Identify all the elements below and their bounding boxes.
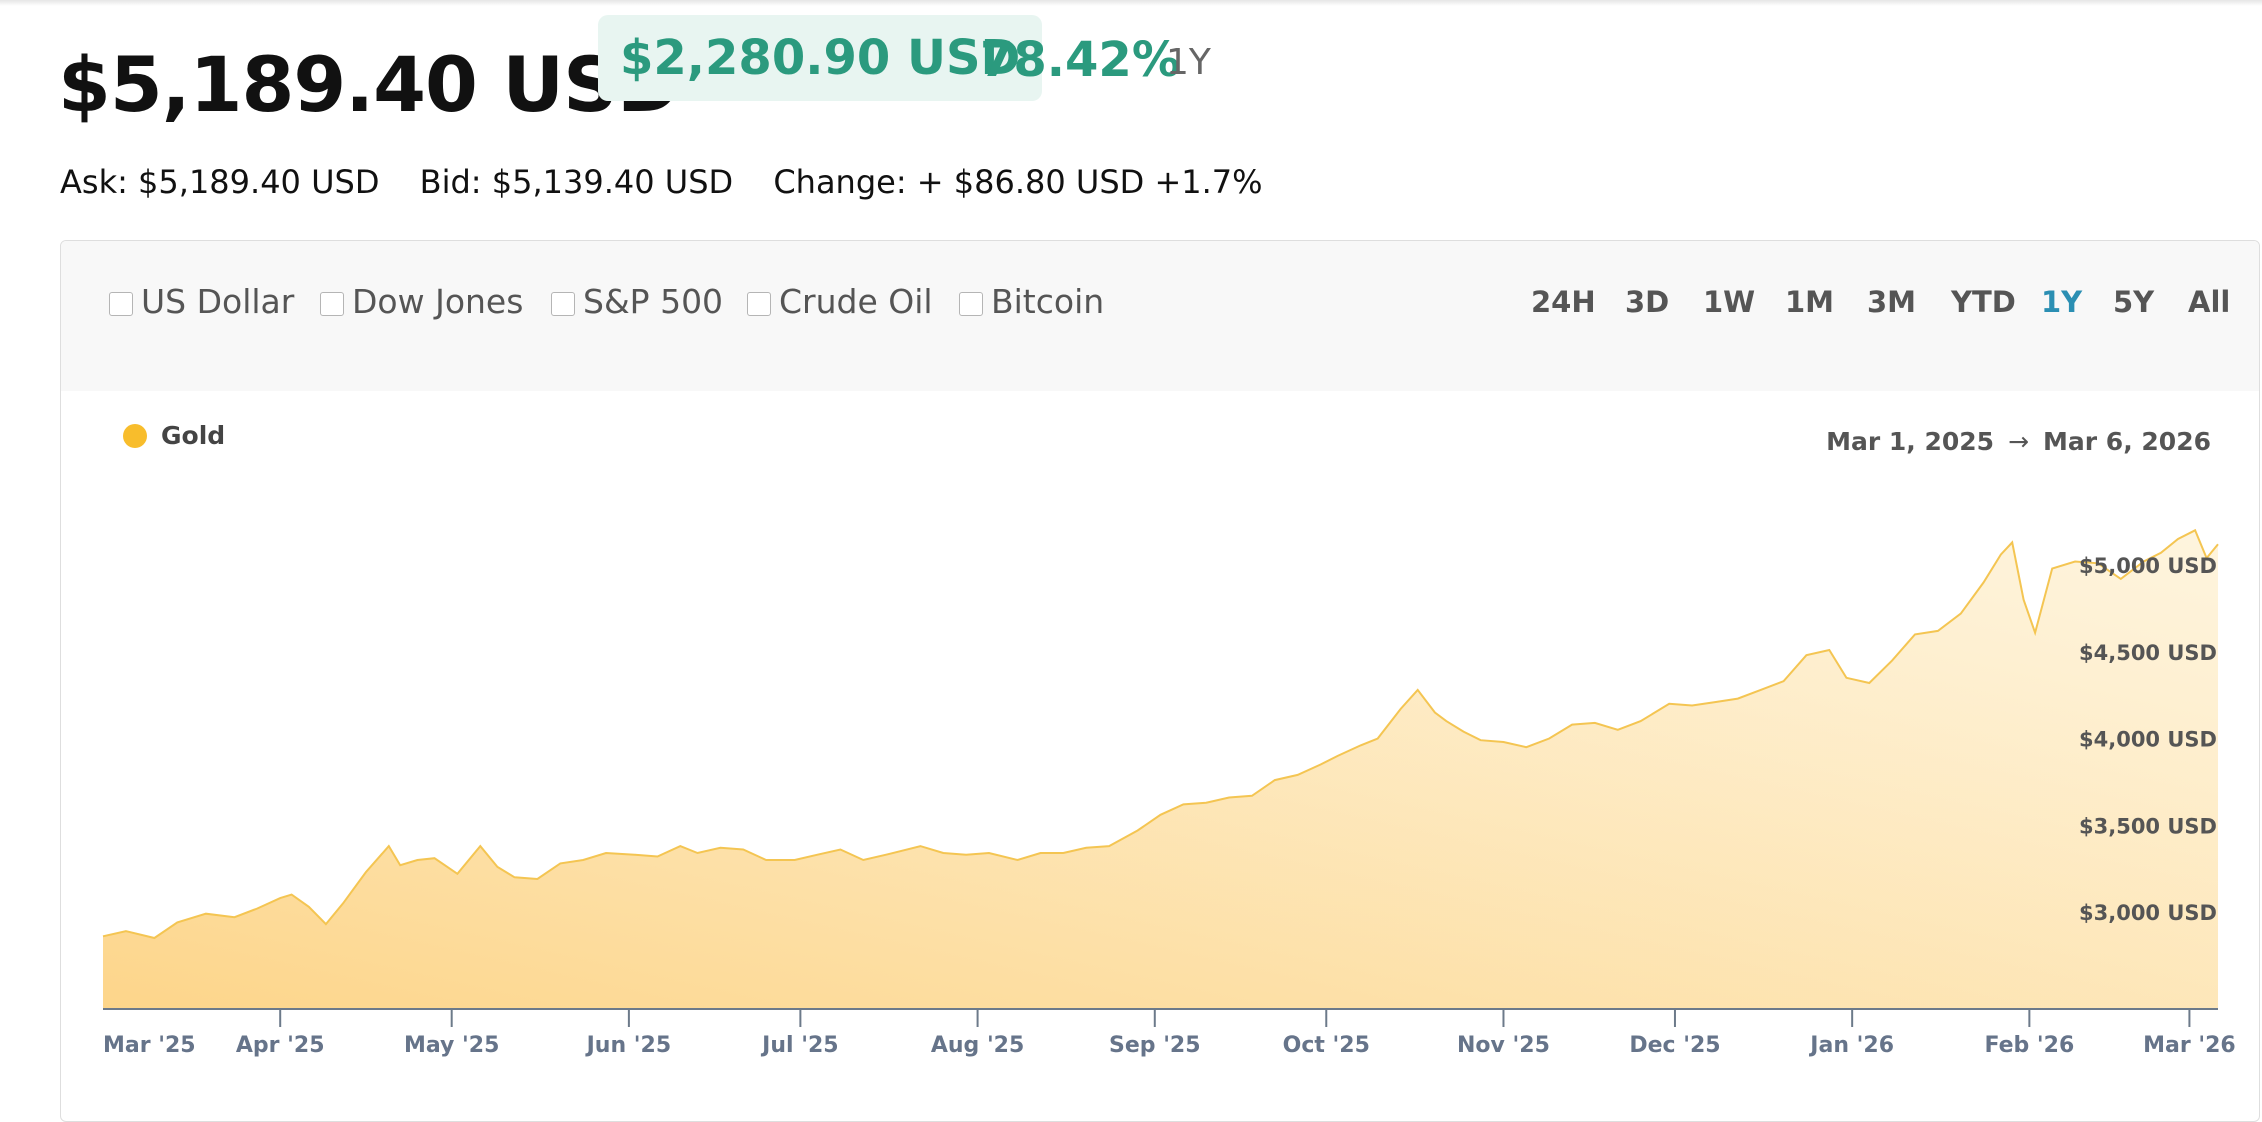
range-24h[interactable]: 24H — [1531, 285, 1596, 319]
ask-price: Ask: $5,189.40 USD — [60, 163, 380, 201]
gold-price-chart[interactable]: Mar '25 Apr '25 May '25 Jun '25 Jul '25 Aug '… — [61, 241, 2259, 1121]
compare-us-dollar[interactable]: US Dollar — [109, 281, 294, 321]
price-line — [102, 528, 2219, 940]
current-price: $5,189.40 USD — [58, 40, 680, 129]
x-tick-label: Mar '25 — [103, 1033, 196, 1058]
change-period: 1Y — [1166, 42, 1211, 83]
x-tick-label: Feb '26 — [1984, 1033, 2074, 1058]
range-3m[interactable]: 3M — [1867, 285, 1917, 319]
range-1m[interactable]: 1M — [1785, 285, 1835, 319]
range-all[interactable]: All — [2188, 285, 2231, 319]
chart-toolbar: US Dollar Dow Jones S&P 500 Crude Oil Bi… — [61, 241, 2259, 391]
x-axis-ticks: Mar '25 Apr '25 May '25 Jun '25 Jul '25 Aug '… — [103, 1009, 2236, 1058]
date-range-end: Mar 6, 2026 — [2043, 427, 2211, 456]
compare-label: Dow Jones — [352, 281, 524, 321]
x-tick-label: Mar '26 — [2143, 1033, 2236, 1058]
compare-label: S&P 500 — [583, 281, 724, 321]
compare-crude-oil[interactable]: Crude Oil — [747, 281, 933, 321]
price-area — [103, 530, 2218, 1009]
y-tick-label: $5,000 USD — [2079, 554, 2217, 578]
range-1w[interactable]: 1W — [1703, 285, 1756, 319]
top-shadow — [0, 0, 2262, 6]
range-ytd[interactable]: YTD — [1951, 285, 2016, 319]
chart-legend[interactable]: Gold — [123, 421, 225, 450]
arrow-right-icon: → — [2008, 427, 2030, 456]
x-tick-label: Oct '25 — [1283, 1033, 1370, 1058]
checkbox-icon[interactable] — [109, 292, 133, 316]
compare-label: US Dollar — [141, 281, 295, 321]
y-tick-label: $4,500 USD — [2079, 641, 2217, 665]
date-range: Mar 1, 2025 → Mar 6, 2026 — [1826, 427, 2211, 456]
x-tick-label: Jul '25 — [760, 1033, 838, 1058]
change-value: Change: + $86.80 USD +1.7% — [773, 163, 1263, 201]
change-amount-badge: $2,280.90 USD — [598, 15, 1043, 101]
checkbox-icon[interactable] — [320, 292, 344, 316]
x-tick-label: Sep '25 — [1109, 1033, 1201, 1058]
compare-sp500[interactable]: S&P 500 — [551, 281, 723, 321]
y-tick-label: $4,000 USD — [2079, 728, 2217, 752]
legend-dot-icon — [123, 423, 147, 448]
bid-price: Bid: $5,139.40 USD — [419, 163, 734, 201]
compare-bitcoin[interactable]: Bitcoin — [959, 281, 1104, 321]
compare-dow-jones[interactable]: Dow Jones — [320, 281, 523, 321]
compare-label: Bitcoin — [991, 281, 1105, 321]
checkbox-icon[interactable] — [747, 292, 771, 316]
y-tick-label: $3,500 USD — [2079, 814, 2217, 838]
range-5y[interactable]: 5Y — [2113, 285, 2155, 319]
date-range-start: Mar 1, 2025 — [1826, 427, 1995, 456]
legend-label: Gold — [161, 421, 226, 450]
x-tick-label: Aug '25 — [931, 1033, 1024, 1058]
compare-label: Crude Oil — [779, 281, 933, 321]
range-1y[interactable]: 1Y — [2041, 285, 2083, 319]
x-tick-label: Jun '25 — [585, 1033, 672, 1058]
y-tick-label: $3,000 USD — [2079, 901, 2217, 925]
x-tick-label: Jan '26 — [1808, 1033, 1894, 1058]
x-tick-label: Nov '25 — [1457, 1033, 1550, 1058]
range-3d[interactable]: 3D — [1625, 285, 1670, 319]
x-tick-label: Dec '25 — [1629, 1033, 1720, 1058]
chart-panel: US Dollar Dow Jones S&P 500 Crude Oil Bi… — [60, 240, 2260, 1122]
change-percent: 78.42% — [980, 32, 1180, 88]
x-tick-label: May '25 — [404, 1033, 499, 1058]
x-tick-label: Apr '25 — [236, 1033, 325, 1058]
quote-line: Ask: $5,189.40 USD Bid: $5,139.40 USD Ch… — [60, 163, 1293, 201]
checkbox-icon[interactable] — [551, 292, 575, 316]
checkbox-icon[interactable] — [959, 292, 983, 316]
y-axis-ticks: $3,000 USD $3,500 USD $4,000 USD $4,500 USD… — [2079, 554, 2217, 925]
